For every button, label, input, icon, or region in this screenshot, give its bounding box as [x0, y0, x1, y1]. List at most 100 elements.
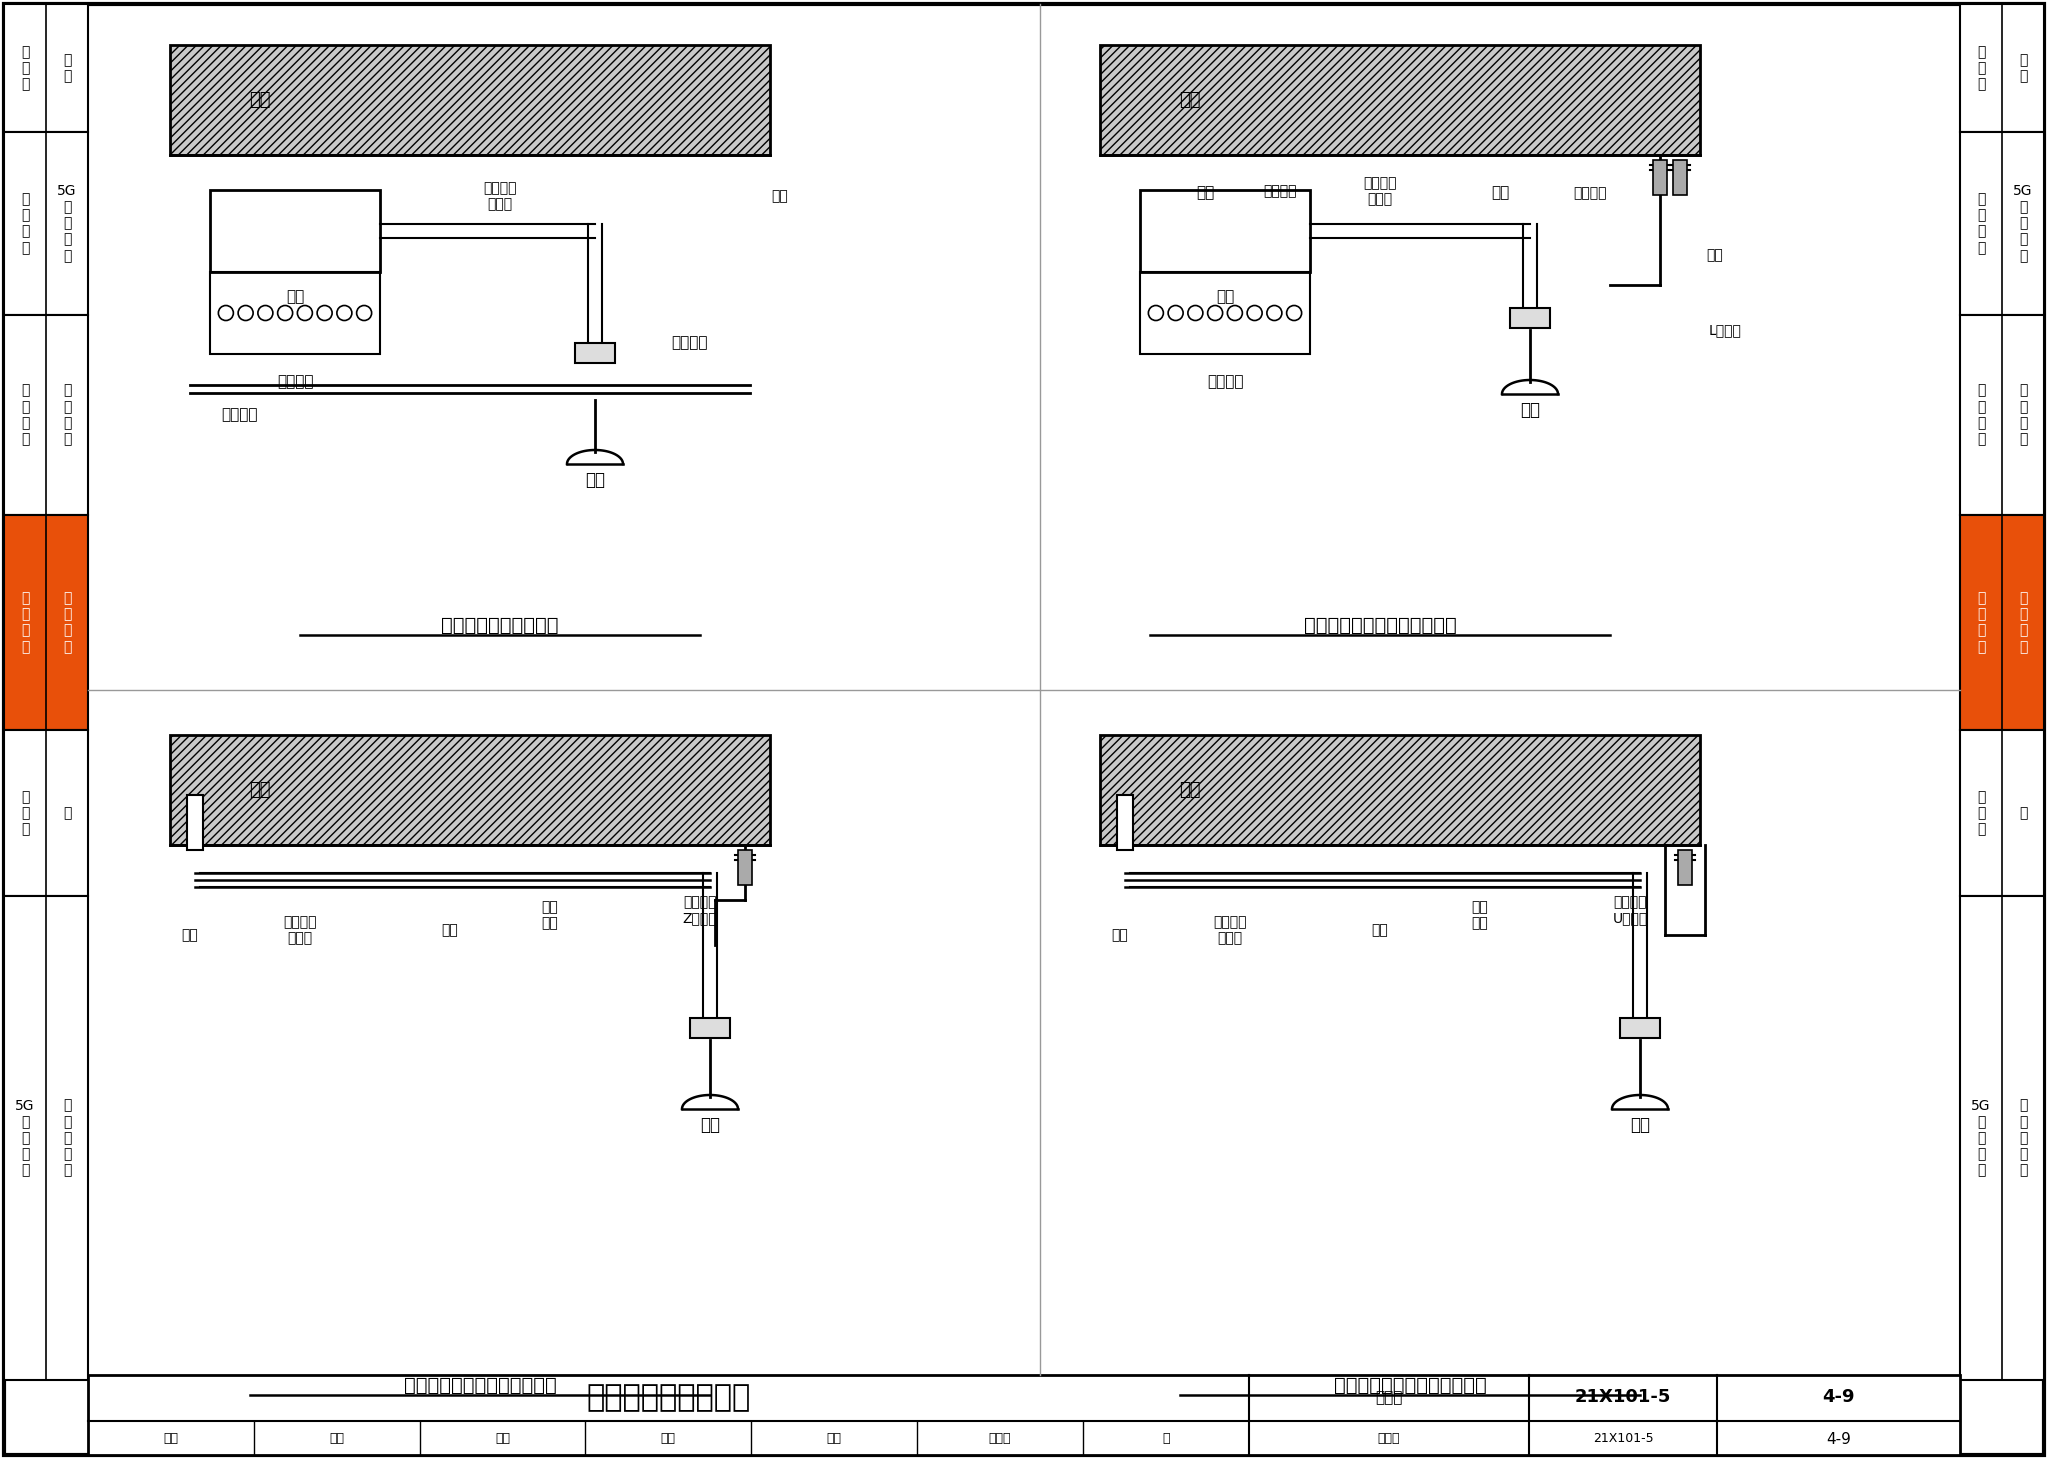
Text: 设
施
设
计: 设 施 设 计	[1976, 384, 1985, 446]
Text: 设
施
设
计: 设 施 设 计	[20, 384, 29, 446]
Text: 术
语: 术 语	[2019, 53, 2028, 83]
Text: 5G
网
络
覆
盖: 5G 网 络 覆 盖	[57, 184, 76, 263]
Text: 页: 页	[1161, 1433, 1169, 1446]
Text: 5G
边
缘
计
算: 5G 边 缘 计 算	[1972, 1099, 1991, 1177]
Bar	[4, 730, 88, 896]
Text: 楼板: 楼板	[250, 90, 270, 109]
Text: 建
筑
配
套: 建 筑 配 套	[2019, 591, 2028, 654]
Bar	[4, 4, 88, 131]
Text: 图集号: 图集号	[1378, 1433, 1401, 1446]
Text: 室内分布式天线安装: 室内分布式天线安装	[586, 1383, 750, 1412]
Text: 楼板: 楼板	[250, 781, 270, 800]
Text: 可弯曲金
属导管: 可弯曲金 属导管	[1212, 915, 1247, 945]
Text: 朱立彭: 朱立彭	[989, 1433, 1012, 1446]
Text: 校对: 校对	[496, 1433, 510, 1446]
Bar	[690, 1018, 729, 1037]
Text: 可弯曲金
属导管: 可弯曲金 属导管	[1364, 177, 1397, 206]
Text: 天线: 天线	[1520, 401, 1540, 419]
Text: 管夹: 管夹	[1112, 928, 1128, 943]
Text: 膨胀螺丝
Z型支架: 膨胀螺丝 Z型支架	[682, 894, 717, 925]
Text: 缆线: 缆线	[1372, 924, 1389, 937]
Text: 缆线: 缆线	[442, 924, 459, 937]
Text: 设计: 设计	[827, 1433, 842, 1446]
Bar	[4, 515, 88, 730]
Text: 天线在顶板下安装方式（一）: 天线在顶板下安装方式（一）	[1305, 616, 1456, 635]
Text: 建
筑
配
套: 建 筑 配 套	[63, 591, 72, 654]
Text: 缆线: 缆线	[287, 289, 303, 305]
Text: 楼板: 楼板	[1180, 90, 1200, 109]
Text: 安装
螺母: 安装 螺母	[541, 900, 559, 929]
Text: 齐朋: 齐朋	[330, 1433, 344, 1446]
Text: 设
施
施
工: 设 施 施 工	[20, 591, 29, 654]
Text: 5G
边
缘
计
算: 5G 边 缘 计 算	[14, 1099, 35, 1177]
Text: 系
统
设
计: 系 统 设 计	[20, 193, 29, 255]
Text: 审核: 审核	[164, 1433, 178, 1446]
Text: 楼板: 楼板	[1180, 781, 1200, 800]
Text: 符
号
语: 符 号 语	[1976, 45, 1985, 92]
Bar	[4, 131, 88, 315]
Text: 术
语: 术 语	[63, 53, 72, 83]
Text: 天线在顶板下安装方式（三）: 天线在顶板下安装方式（三）	[1333, 1376, 1487, 1395]
Text: 21X101-5: 21X101-5	[1575, 1389, 1671, 1406]
Bar	[1677, 851, 1692, 886]
Text: 可弯曲金
属导管: 可弯曲金 属导管	[483, 181, 516, 212]
Bar	[1620, 1018, 1661, 1037]
Bar	[170, 45, 770, 155]
Text: 电缆槽盒: 电缆槽盒	[276, 375, 313, 390]
Text: 21X101-5: 21X101-5	[1593, 1433, 1653, 1446]
Bar	[1141, 190, 1311, 271]
Text: 符
号
语: 符 号 语	[20, 45, 29, 92]
Text: 缆线: 缆线	[1217, 289, 1235, 305]
Text: 干科: 干科	[662, 1433, 676, 1446]
Bar	[186, 795, 203, 851]
Text: 示
例
程: 示 例 程	[1976, 789, 1985, 836]
Text: 图集号: 图集号	[1376, 1390, 1403, 1405]
Text: 天线在吊顶下安装方式: 天线在吊顶下安装方式	[440, 616, 559, 635]
Bar	[1960, 4, 2044, 131]
Text: 缆线: 缆线	[1491, 185, 1509, 200]
Bar	[1509, 308, 1550, 328]
Text: 天线: 天线	[700, 1116, 721, 1134]
Bar	[1960, 730, 2044, 896]
Text: 安装螺母: 安装螺母	[1264, 184, 1296, 198]
Bar	[4, 896, 88, 1380]
Text: 设
施
施
工: 设 施 施 工	[1976, 591, 1985, 654]
Text: 安装
螺母: 安装 螺母	[1473, 900, 1489, 929]
Text: 膨胀螺丝: 膨胀螺丝	[1573, 185, 1608, 200]
Bar	[1960, 515, 2044, 730]
Text: 吊顶面板: 吊顶面板	[221, 407, 258, 423]
Bar	[1116, 795, 1133, 851]
Bar	[1100, 45, 1700, 155]
Text: 示
例
程: 示 例 程	[20, 789, 29, 836]
Bar	[1960, 315, 2044, 515]
Text: 建
筑
配
套: 建 筑 配 套	[63, 384, 72, 446]
Text: 网
络
多
接
入: 网 络 多 接 入	[2019, 1099, 2028, 1177]
Bar	[88, 1374, 1960, 1455]
Text: 过架: 过架	[1706, 248, 1722, 263]
Text: 天线: 天线	[1630, 1116, 1651, 1134]
Text: L型支架: L型支架	[1708, 322, 1741, 337]
Bar	[211, 190, 381, 271]
Bar	[1100, 735, 1700, 845]
Text: 管夹: 管夹	[182, 928, 199, 943]
Bar	[211, 271, 381, 355]
Text: 膨胀螺丝
U型支架: 膨胀螺丝 U型支架	[1612, 894, 1649, 925]
Text: 可弯曲金
属导管: 可弯曲金 属导管	[283, 915, 317, 945]
Text: 天线: 天线	[586, 471, 604, 489]
Text: 系
统
设
计: 系 统 设 计	[1976, 193, 1985, 255]
Bar	[1960, 896, 2044, 1380]
Text: 建
筑
配
套: 建 筑 配 套	[2019, 384, 2028, 446]
Text: 4-9: 4-9	[1823, 1389, 1855, 1406]
Text: 4-9: 4-9	[1827, 1431, 1851, 1446]
Bar	[4, 315, 88, 515]
Bar	[1141, 271, 1311, 355]
Bar	[575, 343, 614, 363]
Text: 5G
网
络
覆
盖: 5G 网 络 覆 盖	[2013, 184, 2034, 263]
Text: 工: 工	[63, 805, 72, 820]
Bar	[737, 851, 752, 886]
Bar	[1653, 160, 1667, 196]
Bar	[1673, 160, 1688, 196]
Text: 缆线: 缆线	[772, 190, 788, 203]
Text: 缆线: 缆线	[1196, 185, 1214, 200]
Text: 安装螺母: 安装螺母	[672, 336, 709, 350]
